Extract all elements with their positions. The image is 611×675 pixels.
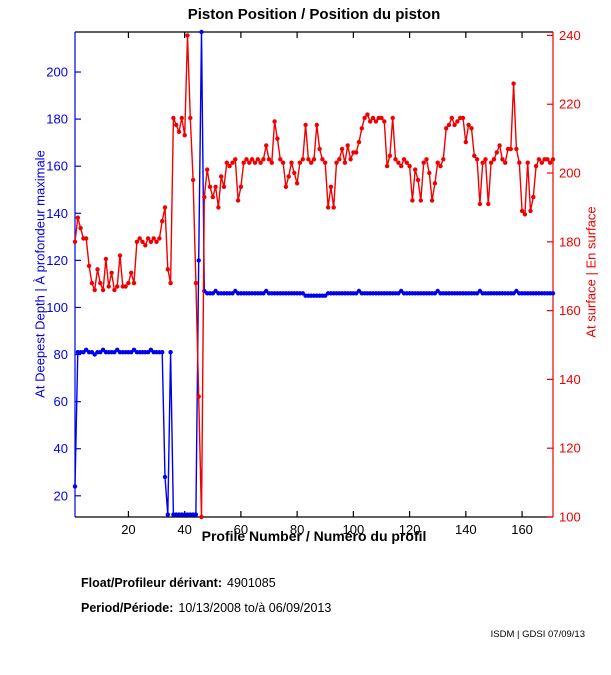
- period-line: Period/Période: 10/13/2008 to/à 06/09/201…: [81, 601, 331, 615]
- x-tick-label: 140: [455, 522, 477, 537]
- x-tick-label: 120: [399, 522, 421, 537]
- right-tick-label: 160: [559, 303, 581, 318]
- right-tick-label: 100: [559, 510, 581, 525]
- x-tick-label: 40: [177, 522, 191, 537]
- x-tick-label: 60: [234, 522, 248, 537]
- right-tick-label: 180: [559, 234, 581, 249]
- right-tick-label: 200: [559, 166, 581, 181]
- left-tick-label: 160: [46, 159, 68, 174]
- left-tick-label: 20: [54, 488, 68, 503]
- left-tick-label: 200: [46, 65, 68, 80]
- left-tick-label: 60: [54, 394, 68, 409]
- axes: 20 40 60 80 100 120 140 160 20 40 60 80 100 120 140 160…: [46, 28, 580, 537]
- float-id-line: Float/Profileur dérivant: 4901085: [81, 576, 276, 590]
- left-tick-label: 100: [46, 300, 68, 315]
- float-value: 4901085: [227, 576, 276, 590]
- footer-credit: ISDM | GDSI 07/09/13: [490, 629, 585, 640]
- left-tick-label: 180: [46, 112, 68, 127]
- x-tick-label: 20: [121, 522, 135, 537]
- left-tick-label: 140: [46, 206, 68, 221]
- left-tick-label: 120: [46, 253, 68, 268]
- float-label: Float/Profileur dérivant:: [81, 576, 222, 590]
- right-tick-label: 120: [559, 441, 581, 456]
- x-axis-label: Profile Number / Numéro du profil: [201, 528, 427, 544]
- x-tick-label: 160: [511, 522, 533, 537]
- period-value: 10/13/2008 to/à 06/09/2013: [178, 601, 332, 615]
- x-tick-label: 100: [343, 522, 365, 537]
- right-axis-label: At surface | En surface: [583, 206, 599, 338]
- left-axis-series: [72, 29, 556, 517]
- right-axis-series: [72, 33, 556, 520]
- left-axis-label: At Deepest Depth | À profondeur maximale: [32, 150, 48, 398]
- left-tick-label: 80: [54, 347, 68, 362]
- left-tick-label: 40: [54, 441, 68, 456]
- right-tick-label: 140: [559, 372, 581, 387]
- x-tick-label: 80: [290, 522, 304, 537]
- right-tick-label: 220: [559, 97, 581, 112]
- chart-title: Piston Position / Position du piston: [187, 6, 441, 23]
- right-tick-label: 240: [559, 28, 581, 43]
- period-label: Period/Période:: [81, 601, 174, 615]
